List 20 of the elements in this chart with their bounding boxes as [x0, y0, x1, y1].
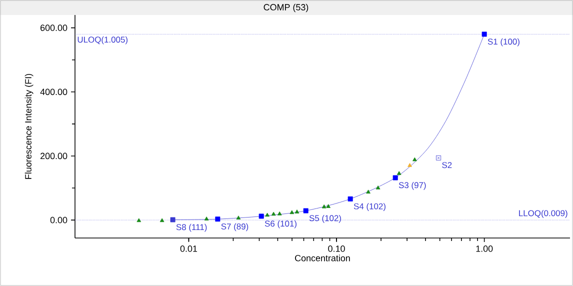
x-tick-label: 0.10 — [328, 246, 345, 252]
ref-line-label: LLOQ(0.009) — [519, 210, 568, 218]
y-axis-title: Fluorescence Intensity (FI) — [24, 74, 34, 179]
annotation: S2 — [442, 162, 452, 168]
annotation: S4 (102) — [354, 203, 386, 211]
annotation: S5 (102) — [309, 214, 341, 223]
y-tick-label: 600.00 — [40, 24, 68, 31]
annotation: S3 (97) — [398, 182, 426, 190]
annotation: S1 (100) — [488, 38, 520, 46]
chart-title: COMP (53) — [264, 4, 308, 12]
annotation: S6 (101) — [264, 220, 296, 228]
y-tick-label: 400.00 — [40, 88, 68, 96]
x-axis-title: Concentration — [295, 254, 350, 262]
annotation: S8 (111) — [176, 224, 207, 232]
ref-line-label: ULOQ(1.005) — [78, 36, 128, 44]
x-tick-label: 0.01 — [180, 246, 198, 252]
y-tick-label: 0.00 — [50, 216, 68, 224]
y-tick-label: 200.00 — [40, 152, 68, 160]
annotation: S7 (89) — [221, 223, 248, 232]
x-tick-label: 1.00 — [476, 246, 493, 252]
